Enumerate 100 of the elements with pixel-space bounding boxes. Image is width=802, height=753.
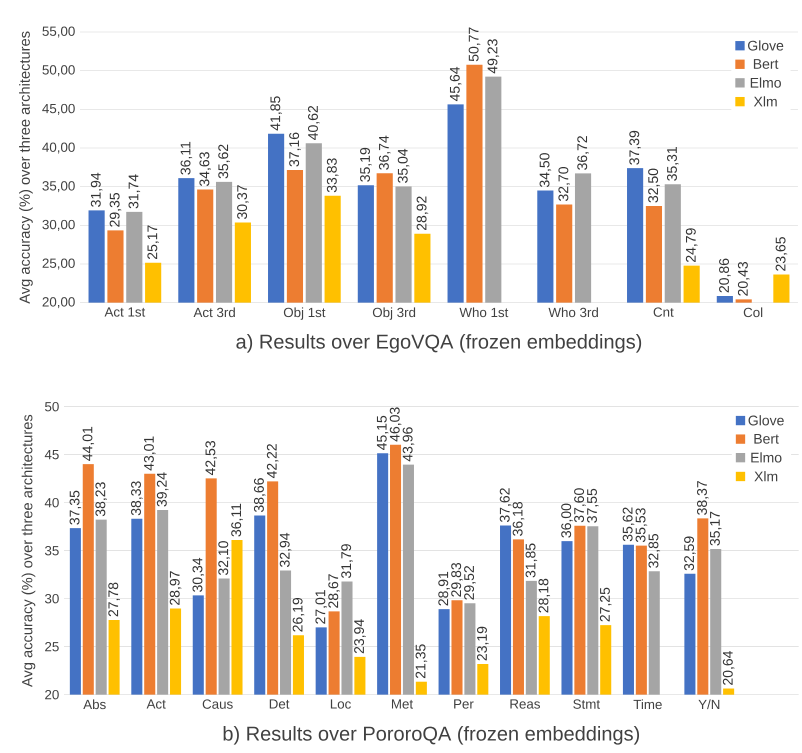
data-label: 32,70 [558,166,570,201]
data-label: 38,33 [131,481,143,516]
y-tick-label: 35,00 [42,181,75,192]
x-tick-label: Act [146,699,166,709]
data-label: 28,92 [416,196,428,230]
y-tick-label: 35 [44,546,59,556]
data-label: 36,11 [231,504,243,536]
legend-label: Elmo [750,77,781,88]
data-label: 28,91 [438,572,450,606]
data-label: 36,00 [561,504,573,538]
data-label: 31,79 [341,544,353,578]
data-label: 20,64 [722,650,734,685]
legend-label: Xlm [754,96,777,106]
x-tick-label: Col [744,307,762,318]
data-label: 37,55 [587,488,599,523]
y-tick-label: 45,00 [42,104,75,115]
data-label: 27,78 [108,582,120,616]
data-label: 25,17 [147,225,159,259]
data-label: 32,94 [280,532,292,567]
data-label: 41,85 [270,96,282,130]
data-label: 37,35 [70,490,82,524]
x-tick-label: Obj 1st [284,307,326,320]
x-tick-label: Obj 3rd [372,307,416,320]
x-tick-label: Abs [83,699,106,710]
data-label: 36,74 [378,136,390,170]
data-label: 30,37 [237,185,249,219]
data-label: 37,62 [500,488,512,522]
y-tick-label: 55,00 [42,26,75,38]
data-label: 36,18 [512,502,524,536]
x-tick-label: Time [634,699,662,710]
data-label: 31,74 [128,174,140,208]
data-label: 35,53 [636,508,648,542]
data-label: 29,83 [451,562,463,596]
data-label: 42,53 [205,440,217,475]
legend-label: Bert [754,434,779,444]
data-label: 31,94 [90,172,102,207]
y-tick-label: 50 [45,402,59,412]
x-tick-label: Det [270,699,290,709]
y-tick-label: 40,00 [42,142,75,154]
data-label: 35,19 [360,148,372,182]
legend-label: Glove [748,415,784,426]
data-label: 31,85 [526,543,538,578]
x-tick-label: Met [392,699,414,709]
x-tick-label: Per [454,699,474,709]
x-tick-label: Y/N [698,699,720,710]
y-tick-label: 20 [45,690,59,700]
data-label: 49,23 [488,39,500,74]
x-tick-label: Act 3rd [194,307,235,318]
data-label: 35,17 [710,512,722,546]
data-label: 45,64 [450,66,462,101]
data-label: 27,25 [600,588,612,622]
x-tick-label: Reas [510,699,540,709]
legend-label: Xlm [754,470,778,482]
y-tick-label: 30,00 [42,220,75,231]
legend-label: Bert [754,58,778,69]
data-label: 21,35 [416,644,428,678]
data-label: 32,59 [684,536,696,570]
data-label: 46,03 [390,407,402,442]
data-label: 20,43 [738,262,750,296]
data-label: 38,23 [95,482,107,516]
data-label: 44,01 [82,426,94,461]
data-label: 40,62 [308,106,320,140]
data-label: 28,97 [170,571,182,605]
data-label: 20,86 [719,258,731,292]
data-label: 28,67 [328,574,340,608]
data-label: 24,79 [686,228,698,262]
data-label: 38,37 [697,480,709,515]
data-label: 23,65 [776,236,788,271]
x-tick-label: Who 1st [459,307,508,318]
x-tick-label: Stmt [573,699,600,709]
data-label: 37,16 [289,132,301,166]
data-label: 35,04 [398,148,410,183]
data-label: 27,01 [315,590,327,624]
text: a) Results over EgoVQA (frozen embeddings) [236,334,642,353]
text: b) Results over PororoQA (frozen embeddings) [224,726,640,745]
x-tick-label: Who 3rd [548,307,598,318]
data-label: 30,34 [192,558,204,592]
y-tick-label: 45 [44,450,59,460]
y-tick-label: 25 [45,642,59,652]
x-tick-label: Cnt [654,307,674,317]
data-label: 36,72 [577,136,589,170]
data-label: 26,19 [292,598,304,632]
data-label: 23,19 [477,626,489,660]
data-label: 36,11 [180,142,192,174]
data-label: 42,22 [266,444,278,478]
data-label: 29,35 [110,192,122,227]
data-label: 50,77 [468,27,480,62]
data-label: 32,85 [648,534,660,568]
data-label: 35,62 [218,144,230,178]
data-label: 32,10 [218,540,230,575]
data-label: 35,31 [667,146,679,181]
data-label: 37,39 [629,130,641,165]
data-label: 45,15 [376,416,388,450]
data-label: 43,01 [144,436,156,470]
x-tick-label: Caus [202,699,233,709]
data-label: 29,52 [464,566,476,600]
data-label: 28,18 [538,578,550,612]
x-tick-label: Loc [330,699,351,709]
y-tick-label: 50,00 [42,65,75,76]
y-tick-label: 30 [44,594,59,604]
